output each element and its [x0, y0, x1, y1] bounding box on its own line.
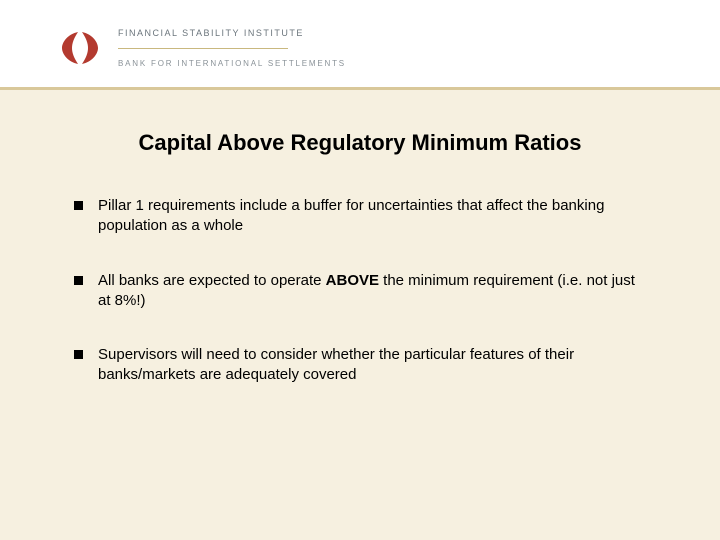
bis-logo-icon [60, 28, 100, 68]
slide-body: Capital Above Regulatory Minimum Ratios … [0, 90, 720, 386]
slide-title: Capital Above Regulatory Minimum Ratios [60, 130, 660, 156]
list-item: Supervisors will need to consider whethe… [70, 345, 640, 386]
slide-header: FINANCIAL STABILITY INSTITUTE BANK FOR I… [0, 0, 720, 90]
bullet-emph: ABOVE [326, 272, 379, 289]
org-name-line1: FINANCIAL STABILITY INSTITUTE [118, 28, 346, 38]
bullet-text-before: Pillar 1 requirements include a buffer f… [98, 197, 604, 234]
bullet-list: Pillar 1 requirements include a buffer f… [60, 196, 660, 386]
bullet-text-before: Supervisors will need to consider whethe… [98, 346, 574, 383]
bullet-text-before: All banks are expected to operate [98, 272, 326, 289]
list-item: Pillar 1 requirements include a buffer f… [70, 196, 640, 237]
org-text: FINANCIAL STABILITY INSTITUTE BANK FOR I… [118, 28, 346, 68]
org-name-line2: BANK FOR INTERNATIONAL SETTLEMENTS [118, 59, 346, 68]
list-item: All banks are expected to operate ABOVE … [70, 271, 640, 312]
org-divider [118, 48, 288, 49]
header-inner: FINANCIAL STABILITY INSTITUTE BANK FOR I… [60, 28, 346, 68]
